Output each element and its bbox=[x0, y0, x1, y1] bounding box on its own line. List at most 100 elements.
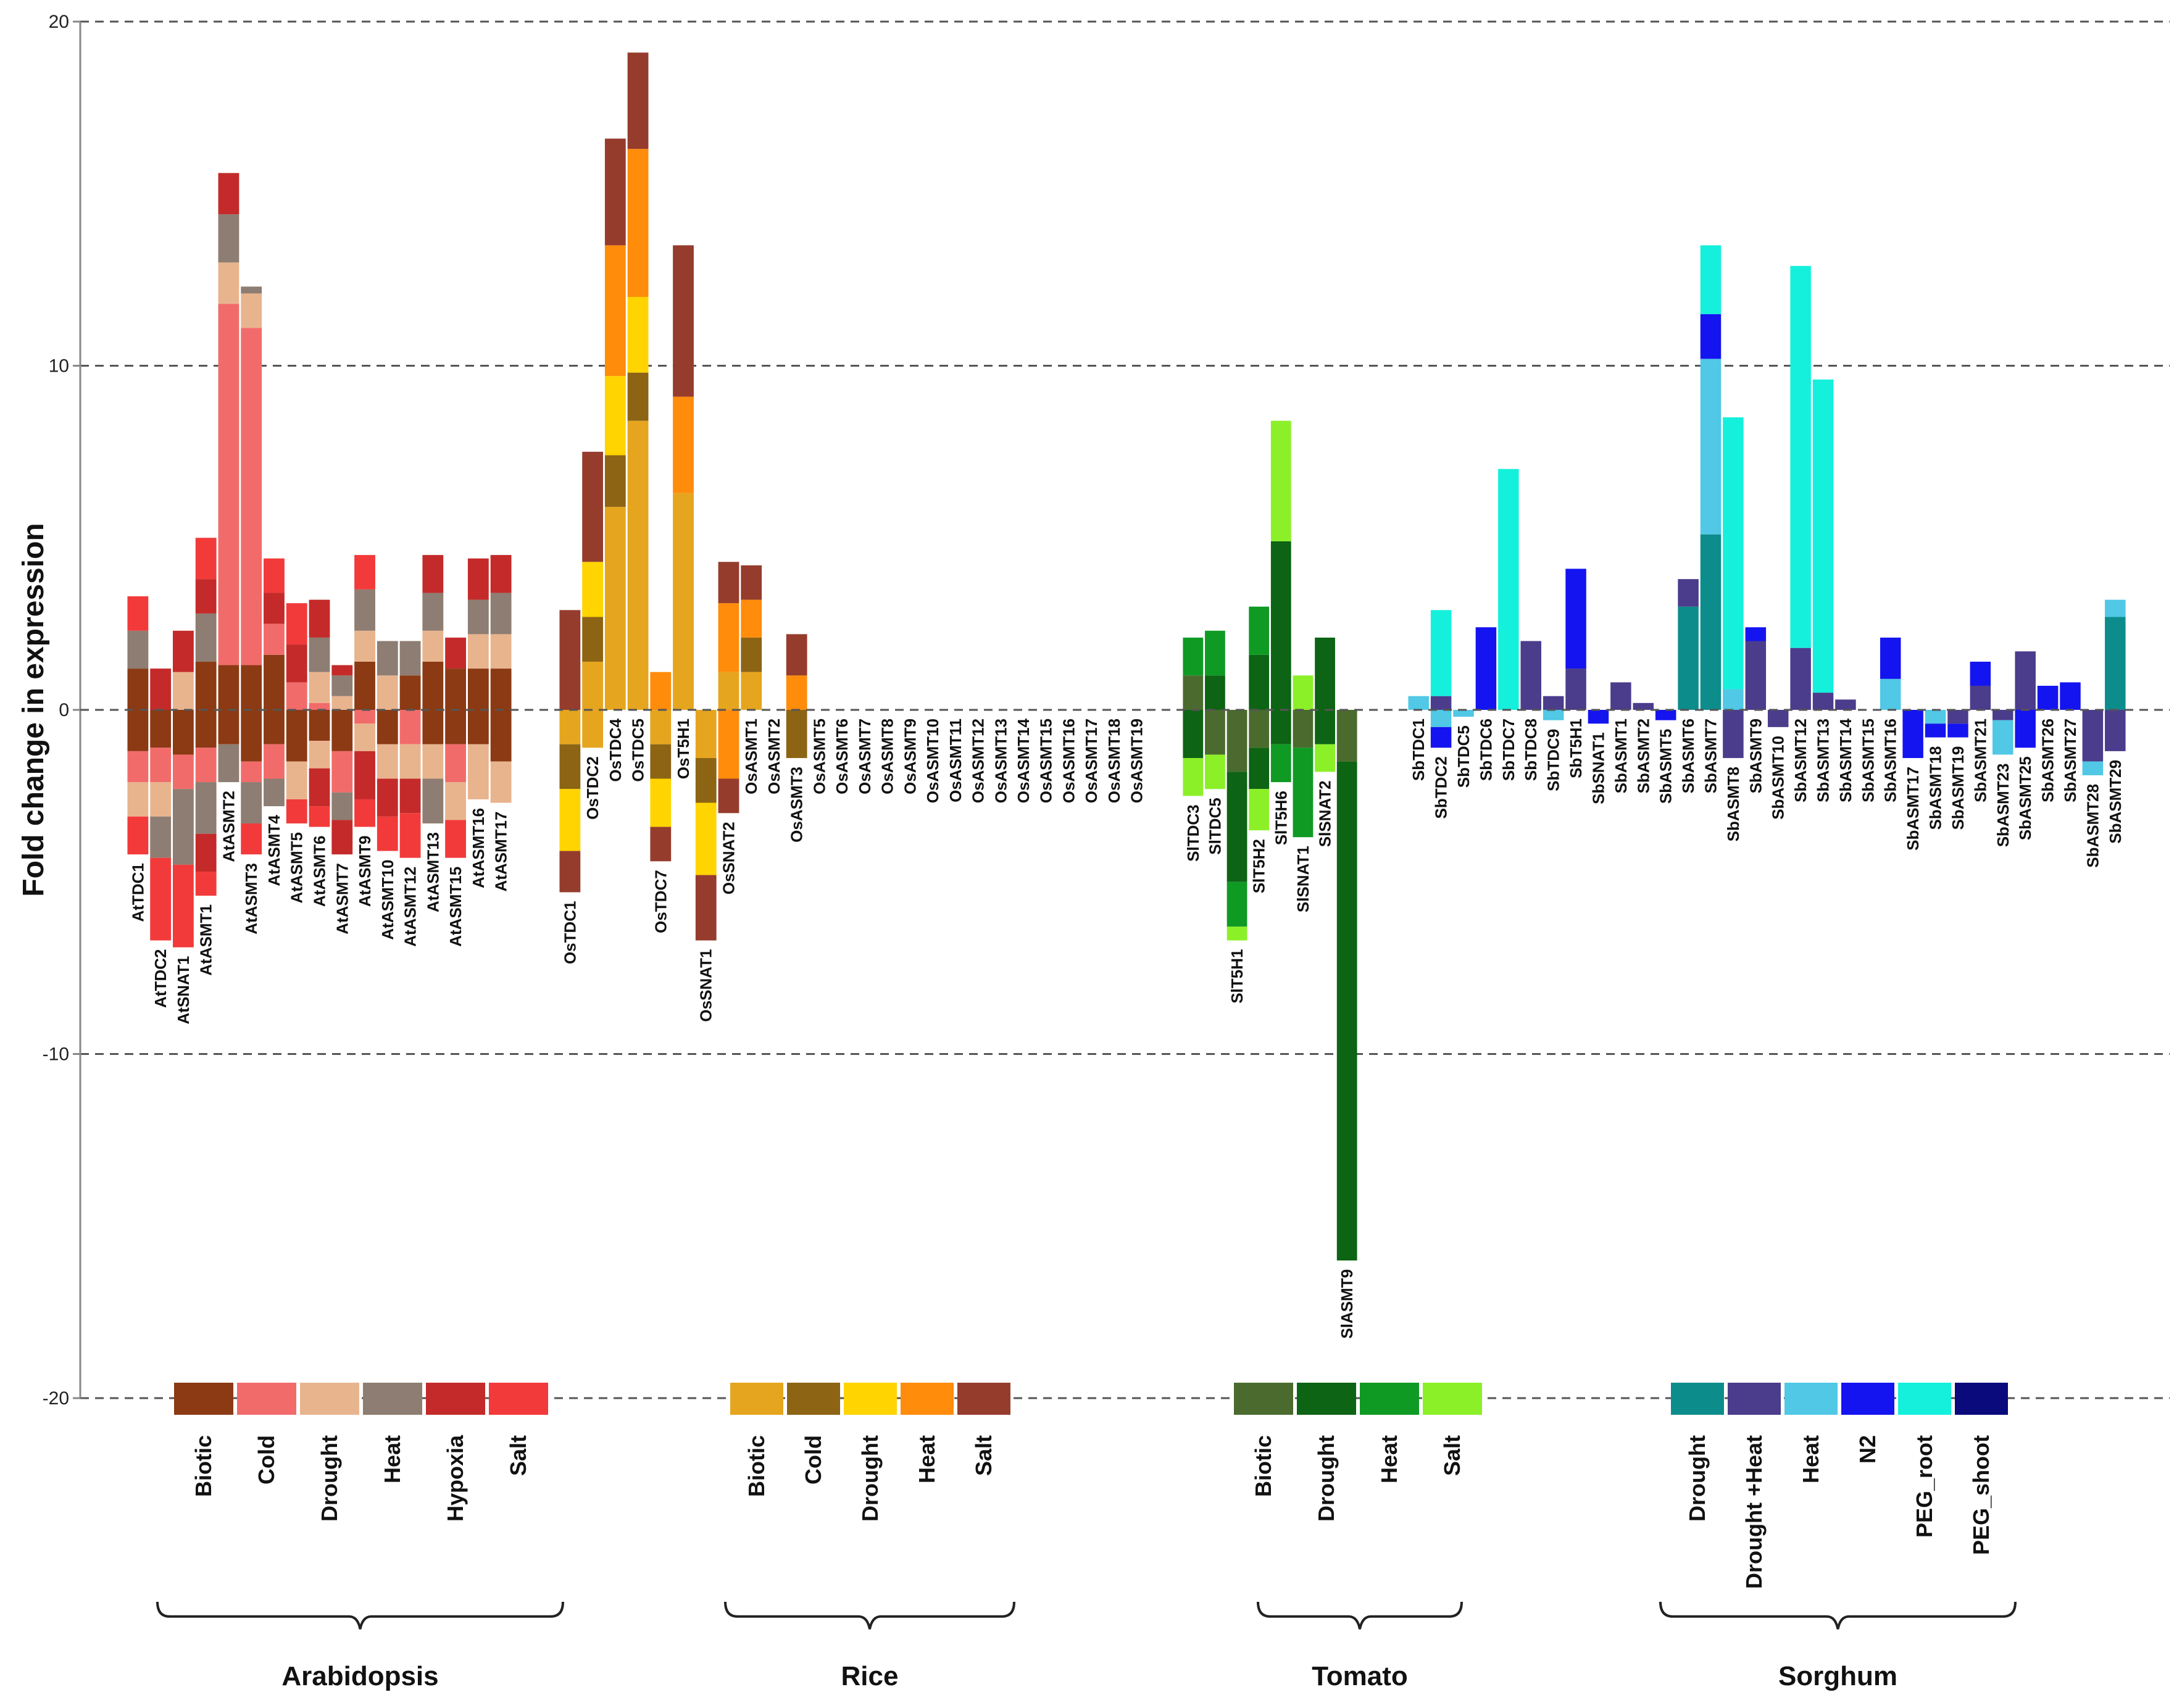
bar-segment bbox=[1723, 710, 1744, 759]
bar-segment bbox=[1970, 661, 1991, 686]
legend-swatch bbox=[844, 1383, 897, 1415]
gene-label: AtASMT15 bbox=[446, 867, 465, 947]
gene-label: OsASMT6 bbox=[833, 719, 851, 794]
bar-segment bbox=[695, 758, 717, 803]
bar-segment bbox=[627, 149, 649, 297]
legend-swatch bbox=[1955, 1383, 2008, 1415]
legend-swatch bbox=[1671, 1383, 1724, 1415]
bar-segment bbox=[1226, 881, 1247, 927]
gene-label: OsASMT2 bbox=[765, 719, 783, 794]
legend-swatch bbox=[1898, 1383, 1951, 1415]
bar-segment bbox=[354, 723, 375, 751]
legend-swatch bbox=[1297, 1383, 1356, 1415]
gene-label: OsASMT16 bbox=[1059, 719, 1078, 803]
bar-segment bbox=[422, 630, 444, 662]
bar-segment bbox=[1183, 710, 1204, 759]
legend-label: Biotic bbox=[744, 1435, 769, 1497]
legend-arabidopsis: Biotic Cold Drought Heat Hypoxia Salt Arabidop… bbox=[156, 1383, 564, 1691]
bar-segment bbox=[467, 669, 489, 710]
legend-swatch bbox=[730, 1383, 783, 1415]
bar-segment bbox=[331, 792, 353, 820]
bar-segment bbox=[331, 665, 353, 676]
bar-segment bbox=[673, 245, 694, 397]
bar-segment bbox=[195, 538, 217, 580]
gene-label: OsASMT14 bbox=[1014, 718, 1033, 803]
bar-segment bbox=[582, 451, 603, 562]
gene-label: AtASMT16 bbox=[469, 808, 488, 888]
bar-segment bbox=[241, 328, 262, 665]
bar-segment bbox=[604, 138, 626, 246]
bar-segment bbox=[1249, 748, 1270, 789]
gene-label: AtASMT13 bbox=[423, 832, 442, 912]
bar-segment bbox=[1430, 710, 1452, 727]
bar-segment bbox=[490, 761, 512, 803]
bar-segment bbox=[559, 710, 581, 744]
gene-label: SlSNAT1 bbox=[1294, 846, 1312, 912]
bar-segment bbox=[264, 710, 285, 744]
bar-segment bbox=[422, 778, 444, 823]
bar-segment bbox=[218, 214, 239, 263]
bar-segment bbox=[1633, 702, 1654, 710]
bar-segment bbox=[422, 661, 444, 710]
bar-segment bbox=[1745, 641, 1767, 710]
gene-label: OsSNAT1 bbox=[697, 949, 715, 1022]
gene-label: OsT5H1 bbox=[674, 719, 693, 779]
bar-segment bbox=[241, 293, 262, 328]
bar-segment bbox=[582, 562, 603, 617]
legend-label: Heat bbox=[1798, 1435, 1823, 1483]
gene-label: SbT5H1 bbox=[1567, 719, 1585, 778]
bar-segment bbox=[241, 665, 262, 710]
gene-label: OsTDC5 bbox=[629, 719, 648, 782]
series-group-tomato bbox=[1183, 420, 1357, 1260]
bar-segment bbox=[354, 555, 375, 589]
bar-segment bbox=[1700, 534, 1722, 710]
gene-label: SbASMT16 bbox=[1881, 719, 1900, 802]
gene-label: SbASMT15 bbox=[1859, 719, 1877, 802]
bar-segment bbox=[650, 778, 672, 827]
bar-segment bbox=[377, 816, 398, 851]
bar-segment bbox=[173, 754, 194, 789]
bar-segment bbox=[354, 710, 375, 724]
bar-segment bbox=[1205, 630, 1225, 676]
gene-label: OsASMT1 bbox=[742, 719, 760, 794]
bar-segment bbox=[627, 297, 649, 373]
bar-segment bbox=[786, 675, 807, 710]
gene-label: OsASMT18 bbox=[1105, 719, 1123, 803]
y-tick-label: 20 bbox=[49, 12, 69, 32]
bar-segment bbox=[309, 672, 330, 703]
legend-swatch bbox=[1423, 1383, 1482, 1415]
legend-tomato: Biotic Drought Heat Salt Tomato bbox=[1234, 1383, 1482, 1691]
bar-segment bbox=[127, 630, 149, 669]
gene-label: AtTDC2 bbox=[151, 949, 170, 1008]
gene-label: SbASMT10 bbox=[1769, 736, 1788, 820]
bar-segment bbox=[286, 710, 307, 762]
bar-segment bbox=[1205, 675, 1225, 710]
legend-label: Drought bbox=[857, 1435, 883, 1522]
bar-segment bbox=[195, 833, 217, 872]
bar-segment bbox=[695, 802, 717, 875]
gene-label: SbASMT18 bbox=[1926, 746, 1945, 830]
bar-segment bbox=[309, 710, 330, 741]
bar-segment bbox=[1430, 610, 1452, 696]
bar-segment bbox=[445, 669, 466, 710]
bar-segment bbox=[718, 603, 739, 672]
bar-segment bbox=[695, 710, 717, 759]
gene-label: SlT5H6 bbox=[1272, 791, 1290, 845]
bar-segment bbox=[309, 806, 330, 827]
legend-label: Drought bbox=[1314, 1435, 1339, 1522]
legend-swatch bbox=[787, 1383, 840, 1415]
species-label: Rice bbox=[841, 1661, 899, 1691]
bar-segment bbox=[218, 665, 239, 710]
bar-segment bbox=[627, 52, 649, 149]
y-tick-label: 0 bbox=[59, 700, 69, 720]
bar-segment bbox=[1565, 669, 1586, 710]
bar-segment bbox=[650, 827, 672, 862]
bar-segment bbox=[490, 593, 512, 635]
gene-label: OsTDC7 bbox=[651, 870, 670, 933]
bar-segment bbox=[1723, 417, 1744, 689]
bar-segment bbox=[1226, 710, 1247, 772]
gene-label: SbASMT29 bbox=[2106, 760, 2125, 844]
bar-segment bbox=[604, 376, 626, 456]
bar-segment bbox=[1565, 569, 1586, 669]
bar-segment bbox=[1293, 748, 1314, 838]
